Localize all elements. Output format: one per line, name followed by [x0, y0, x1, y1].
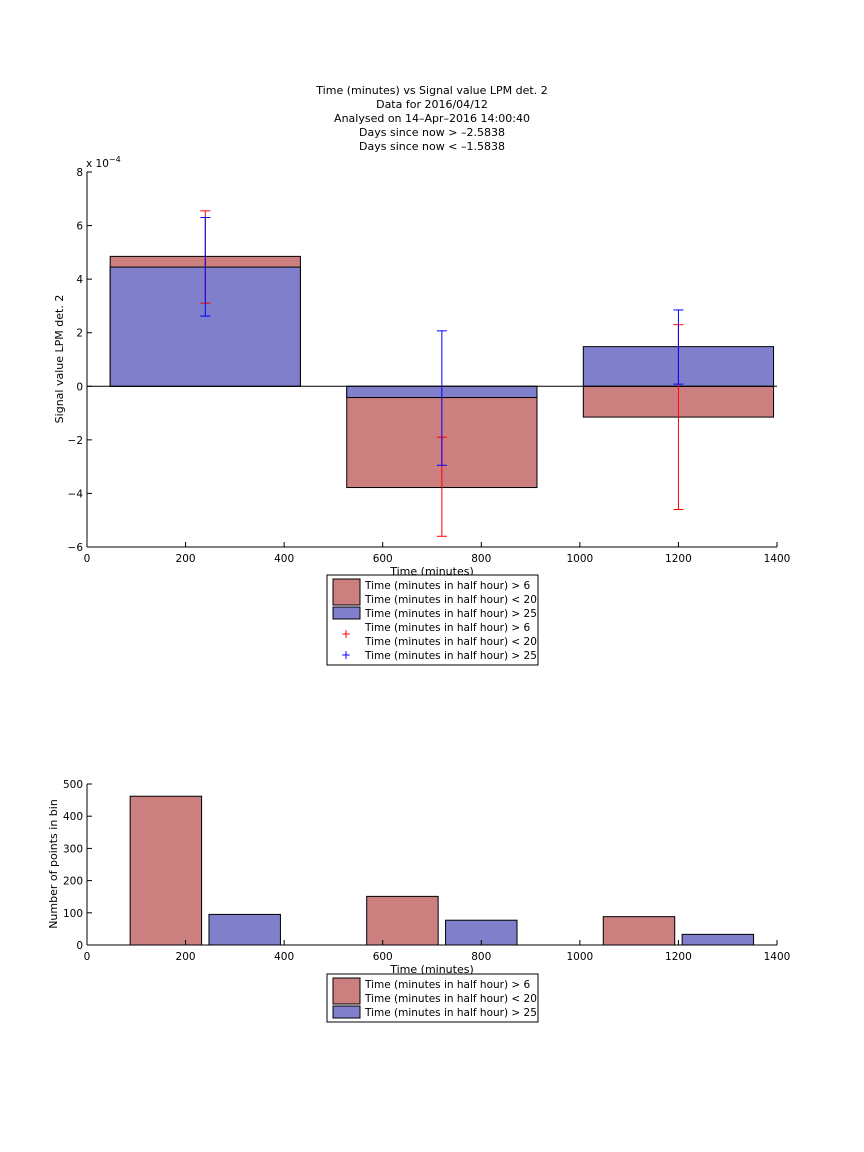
- legend-swatch: [332, 578, 361, 606]
- legend-swatch: [332, 606, 361, 620]
- bar: [602, 916, 676, 946]
- x-tick-label: 1400: [764, 951, 791, 963]
- error-bars: [200, 210, 684, 537]
- y-axis-label: Number of points in bin: [47, 799, 60, 929]
- legend-label: Time (minutes in half hour) < 20: [364, 993, 537, 1005]
- x-tick-label: 200: [176, 951, 196, 963]
- bar: [208, 913, 281, 946]
- y-axis-label: Signal value LPM det. 2: [53, 295, 66, 424]
- x-tick-label: 800: [471, 553, 491, 565]
- bar: [366, 895, 439, 946]
- chart-title: Time (minutes) vs Signal value LPM det. …: [315, 84, 547, 153]
- x-tick-label: 0: [84, 553, 91, 565]
- legend-box: [326, 973, 539, 1023]
- legend-marker: +: [341, 627, 351, 641]
- legend-label: Time (minutes in half hour) > 25: [364, 650, 537, 662]
- y-tick-label: −6: [68, 542, 84, 554]
- x-tick-label: 800: [471, 951, 491, 963]
- y-tick-label: −4: [68, 488, 84, 500]
- y-tick-label: 200: [63, 876, 83, 888]
- y-tick-label: 4: [76, 274, 83, 286]
- axes: 0 200 400 600 800 1000 1200 1400 −6 −4 −2 0 2 4 6 8: [68, 167, 791, 565]
- legend: Time (minutes in half hour) > 6 Time (min…: [326, 973, 539, 1023]
- x-tick-label: 0: [84, 951, 91, 963]
- legend-label: Time (minutes in half hour) > 25: [364, 1007, 537, 1019]
- x-tick-label: 200: [176, 553, 196, 565]
- bar: [681, 933, 755, 946]
- axes: 0 200 400 600 800 1000 1200 1400 0 100 200 300 400 50…: [63, 779, 790, 963]
- x-tick-label: 600: [373, 553, 393, 565]
- x-tick-label: 600: [373, 951, 393, 963]
- title-line-5: Days since now < –1.5838: [359, 140, 505, 153]
- y-tick-label: 0: [76, 940, 83, 952]
- legend-label: Time (minutes in half hour) < 20: [364, 594, 537, 606]
- bars: [129, 795, 755, 946]
- title-line-3: Analysed on 14–Apr–2016 14:00:40: [334, 112, 530, 125]
- x-tick-label: 1200: [665, 951, 692, 963]
- bar: [129, 795, 203, 946]
- y-exponent-base: x 10: [86, 158, 109, 170]
- y-tick-label: −2: [68, 435, 83, 447]
- y-exponent-power: −4: [109, 155, 121, 164]
- y-tick-label: 500: [63, 779, 83, 791]
- title-line-2: Data for 2016/04/12: [376, 98, 488, 111]
- legend-marker: +: [341, 648, 351, 662]
- y-tick-label: 2: [76, 328, 83, 340]
- y-tick-label: 400: [63, 811, 83, 823]
- y-exponent-label: x 10−4: [86, 155, 121, 170]
- x-tick-label: 400: [274, 553, 294, 565]
- count-chart: 0 200 400 600 800 1000 1200 1400 0 100 200 300 400 50…: [47, 779, 790, 1023]
- x-axis-label: Time (minutes): [389, 963, 474, 976]
- y-tick-label: 0: [76, 381, 83, 393]
- x-tick-label: 1200: [665, 553, 692, 565]
- legend-label: Time (minutes in half hour) > 6: [364, 622, 531, 634]
- y-tick-label: 100: [63, 908, 83, 920]
- y-tick-label: 6: [76, 221, 83, 233]
- x-tick-label: 1000: [566, 951, 593, 963]
- legend-swatch: [332, 1005, 361, 1019]
- legend-label: Time (minutes in half hour) < 20: [364, 636, 537, 648]
- x-tick-label: 400: [274, 951, 294, 963]
- legend-label: Time (minutes in half hour) > 6: [364, 580, 531, 592]
- title-line-4: Days since now > –2.5838: [359, 126, 505, 139]
- legend: Time (minutes in half hour) > 6 Time (min…: [326, 574, 539, 666]
- legend-label: Time (minutes in half hour) > 6: [364, 979, 531, 991]
- title-line-1: Time (minutes) vs Signal value LPM det. …: [315, 84, 547, 97]
- x-tick-label: 1400: [764, 553, 791, 565]
- x-tick-label: 1000: [566, 553, 593, 565]
- legend-box: [326, 574, 539, 666]
- y-tick-label: 8: [76, 167, 83, 179]
- legend-label: Time (minutes in half hour) > 25: [364, 608, 537, 620]
- signal-chart: Time (minutes) vs Signal value LPM det. …: [53, 84, 791, 666]
- y-tick-label: 300: [63, 843, 83, 855]
- legend-swatch: [332, 977, 361, 1005]
